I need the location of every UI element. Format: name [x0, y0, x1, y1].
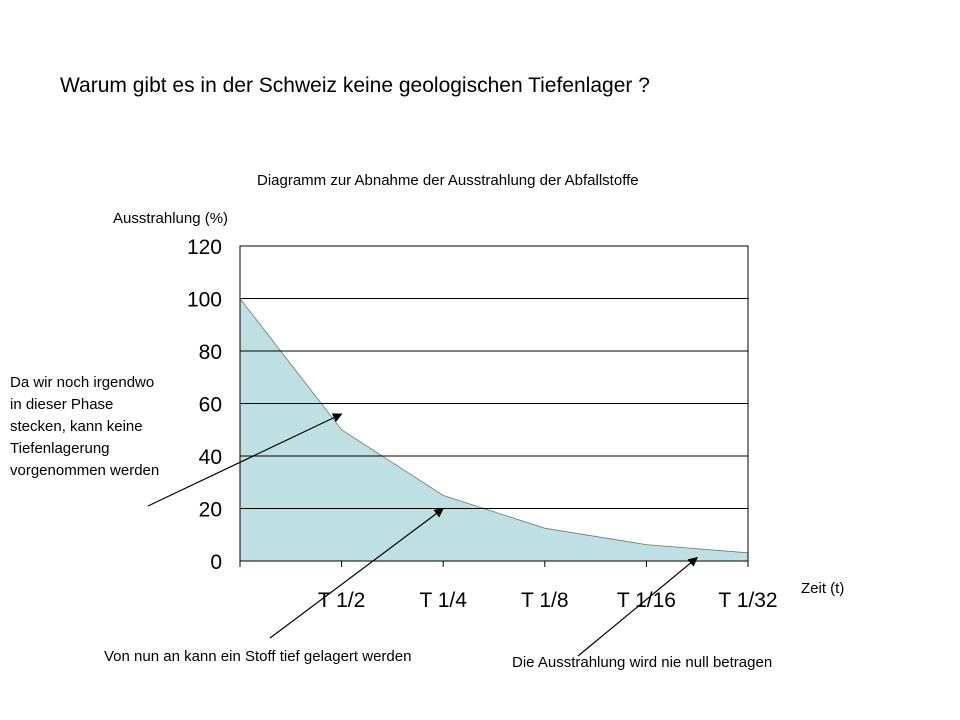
- y-tick-label: 40: [199, 446, 222, 469]
- y-tick-label: 80: [199, 341, 222, 364]
- annotation-arrow: [577, 556, 698, 657]
- y-axis-label: Ausstrahlung (%): [113, 210, 229, 227]
- y-tick-label: 120: [187, 236, 222, 259]
- annotation-never-zero: Die Ausstrahlung wird nie null betragen: [512, 654, 773, 671]
- x-tick-label: T 1/8: [521, 589, 568, 612]
- x-tick-label: T 1/16: [617, 589, 676, 612]
- series-line: [239, 298, 749, 554]
- y-tick-label: 20: [199, 499, 222, 522]
- x-tick-label: T 1/32: [718, 589, 777, 612]
- y-tick-label: 0: [210, 551, 222, 574]
- y-tick-label: 100: [187, 289, 222, 312]
- slide-title: Warum gibt es in der Schweiz keine geolo…: [60, 74, 650, 97]
- annotation-arrow: [147, 413, 343, 507]
- annotation-arrow: [269, 507, 444, 639]
- annotation-storage-possible: Von nun an kann ein Stoff tief gelagert …: [104, 648, 412, 665]
- area-fill: [240, 298, 748, 561]
- plot-frame: [239, 245, 749, 562]
- chart-title: Diagramm zur Abnahme der Ausstrahlung de…: [257, 172, 639, 189]
- x-tick-label: T 1/2: [318, 589, 365, 612]
- y-tick-label: 60: [199, 394, 222, 417]
- annotation-current-phase: Da wir noch irgendwo in dieser Phase ste…: [10, 374, 160, 479]
- x-tick-label: T 1/4: [419, 589, 467, 612]
- x-axis-label: Zeit (t): [801, 580, 845, 597]
